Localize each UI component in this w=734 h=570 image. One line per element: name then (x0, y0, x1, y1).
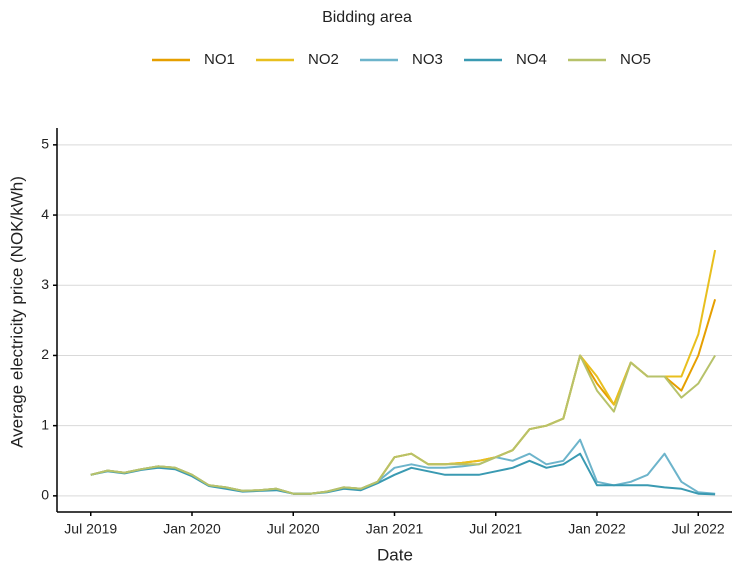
y-tick-label: 5 (41, 136, 49, 152)
y-tick-label: 4 (41, 206, 49, 222)
y-axis-label: Average electricity price (NOK/kWh) (7, 176, 26, 448)
legend-label: NO2 (308, 51, 339, 68)
legend-label: NO1 (204, 51, 235, 68)
series-line (90, 299, 717, 495)
y-tick-label: 1 (41, 416, 49, 432)
series-line (90, 354, 716, 495)
x-tick-label: Jan 2020 (163, 521, 221, 537)
x-tick-label: Jul 2019 (64, 521, 117, 537)
y-tick-label: 0 (41, 487, 49, 503)
x-tick-label: Jul 2022 (672, 521, 725, 537)
y-tick-label: 3 (41, 276, 49, 292)
legend-label: NO3 (412, 51, 443, 68)
x-tick-label: Jan 2021 (366, 521, 424, 537)
y-tick-label: 2 (41, 346, 49, 362)
legend-label: NO4 (516, 51, 547, 68)
series-line (90, 249, 717, 495)
x-tick-label: Jan 2022 (568, 521, 626, 537)
series-line (90, 452, 716, 496)
x-tick-label: Jul 2020 (267, 521, 320, 537)
legend-title: Bidding area (322, 9, 412, 26)
legend-label: NO5 (620, 51, 651, 68)
x-axis-label: Date (377, 545, 413, 564)
x-tick-label: Jul 2021 (469, 521, 522, 537)
